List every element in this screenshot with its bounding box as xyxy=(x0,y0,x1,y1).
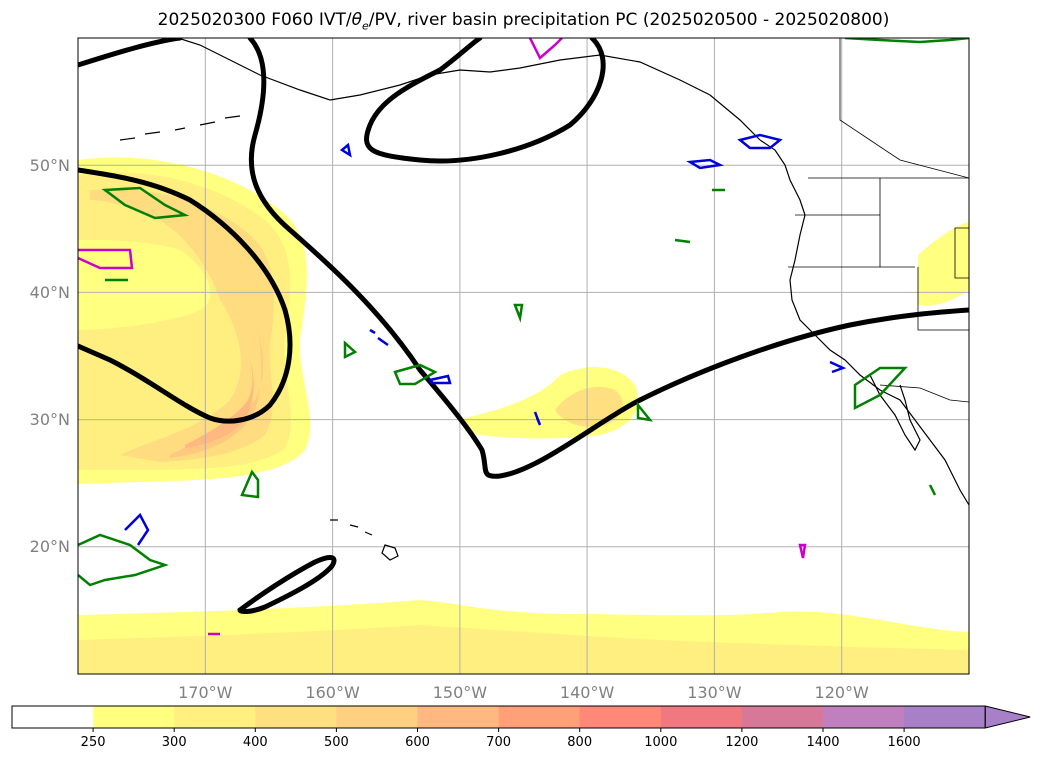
colorbar-tick-label: 500 xyxy=(324,735,349,750)
theta-contour-central-1 xyxy=(343,340,358,360)
colorbar-tick-label: 300 xyxy=(162,735,187,750)
theta-contour-west-1 xyxy=(101,186,190,220)
theta-e-blue-contours xyxy=(124,133,847,546)
theta-contour-east-1 xyxy=(853,366,908,411)
theta-contour-central-2 xyxy=(393,363,438,386)
title-theta-subscript: e xyxy=(362,19,369,33)
lon-label-120w: 120°W xyxy=(815,683,870,702)
colorbar-segment xyxy=(417,706,500,728)
map-plot-area xyxy=(78,38,969,674)
ivt-filled-contours xyxy=(78,157,969,674)
theta-contour-magenta-1 xyxy=(528,38,563,60)
pv-contour-gulf-alaska-loop xyxy=(364,38,606,164)
colorbar-segment xyxy=(660,706,743,728)
theta-contour-magenta-3 xyxy=(798,543,807,559)
pv-contour-hawaii-streamer xyxy=(237,555,337,615)
theta-contour-sw-1 xyxy=(78,533,169,587)
theta-e-green-contours xyxy=(78,38,969,587)
theta-contour-small-4 xyxy=(928,484,937,496)
title-suffix: /PV, river basin precipitation PC (20250… xyxy=(368,10,890,30)
ivt-contour-400-west xyxy=(90,189,274,462)
theta-e-magenta-contours xyxy=(78,38,807,636)
us-mexico-border xyxy=(879,384,969,403)
state-borders xyxy=(788,38,969,403)
ivt-contour-600-west xyxy=(185,360,254,448)
lat-label-50n: 50°N xyxy=(30,156,70,175)
theta-contour-blue-4 xyxy=(427,374,452,385)
alaska-coast xyxy=(177,38,761,141)
lon-label-140w: 140°W xyxy=(560,683,615,702)
theta-contour-blue-3 xyxy=(737,133,783,150)
alaska-canada-border xyxy=(839,38,969,179)
theta-contour-blue-6 xyxy=(533,411,542,426)
colorbar-segment xyxy=(904,706,986,728)
theta-contour-blue-1 xyxy=(339,142,352,158)
hawaii-big-island xyxy=(381,544,399,561)
colorbar-tick-label: 400 xyxy=(243,735,268,750)
ivt-contour-300-central xyxy=(555,386,623,427)
colorbar-tick-label: 700 xyxy=(486,735,511,750)
lon-label-150w: 150°W xyxy=(433,683,488,702)
west-coast-usa xyxy=(789,214,969,506)
nevada-ca-border xyxy=(917,267,969,331)
pv-contour-aleutian-trough xyxy=(247,38,969,479)
title-theta: θ xyxy=(351,10,362,30)
pv-contour-west-cutoff xyxy=(78,167,293,424)
theta-contour-blue-5 xyxy=(369,328,389,347)
pv-contours xyxy=(78,38,969,615)
colorbar-tick-label: 600 xyxy=(405,735,430,750)
lat-label-20n: 20°N xyxy=(30,537,70,556)
utah-border-box xyxy=(954,227,969,279)
colorbar-segment xyxy=(174,706,256,728)
ivt-contour-250-east xyxy=(918,222,969,306)
theta-contour-magenta-2 xyxy=(78,248,134,270)
theta-contour-small-1 xyxy=(674,238,691,244)
colorbar-segment xyxy=(93,706,175,728)
theta-contour-small-3 xyxy=(636,401,654,422)
bc-coast xyxy=(759,139,806,216)
pv-contour-north-west xyxy=(78,38,183,68)
theta-contour-central-3 xyxy=(513,303,524,323)
colorbar-segment xyxy=(741,706,824,728)
hawaii-islands xyxy=(330,519,373,536)
theta-contour-blue-2 xyxy=(686,158,725,170)
colorbar-segment xyxy=(579,706,662,728)
colorbar: 250 300 400 500 600 700 800 1000 1200 1400 1600 xyxy=(11,705,1031,750)
longitude-labels: 170°W 160°W 150°W 140°W 130°W 120°W xyxy=(178,683,869,702)
latitude-labels: 20°N 30°N 40°N 50°N xyxy=(30,156,70,556)
baja-california xyxy=(869,374,921,452)
lon-label-160w: 160°W xyxy=(305,683,360,702)
colorbar-segment xyxy=(255,706,337,728)
colorbar-segment xyxy=(12,706,94,728)
lon-label-170w: 170°W xyxy=(178,683,233,702)
colorbar-tick-label: 1200 xyxy=(725,735,758,750)
figure-title: 2025020300 F060 IVT/θe/PV, river basin p… xyxy=(0,10,1047,32)
lon-label-130w: 130°W xyxy=(687,683,742,702)
colorbar-segment xyxy=(336,706,418,728)
colorbar-segment xyxy=(498,706,581,728)
lat-label-30n: 30°N xyxy=(30,410,70,429)
colorbar-tick-label: 1600 xyxy=(888,735,921,750)
map-frame xyxy=(77,37,970,675)
theta-contour-nw-alaska xyxy=(844,38,969,44)
colorbar-tick-label: 1000 xyxy=(644,735,677,750)
ivt-contour-300-south xyxy=(78,625,969,674)
colorbar-tick-label: 250 xyxy=(81,735,106,750)
theta-contour-blue-7 xyxy=(829,360,847,374)
lat-label-40n: 40°N xyxy=(30,283,70,302)
coastlines xyxy=(119,38,969,561)
aleutian-islands xyxy=(119,115,241,141)
theta-contour-blue-8 xyxy=(124,512,150,546)
colorbar-tick-label: 1400 xyxy=(806,735,839,750)
colorbar-extend-arrow xyxy=(984,705,1031,729)
colorbar-segment xyxy=(823,706,905,728)
title-prefix: 2025020300 F060 IVT/ xyxy=(157,10,352,30)
colorbar-tick-label: 800 xyxy=(567,735,592,750)
theta-contour-hawaii xyxy=(240,469,260,499)
